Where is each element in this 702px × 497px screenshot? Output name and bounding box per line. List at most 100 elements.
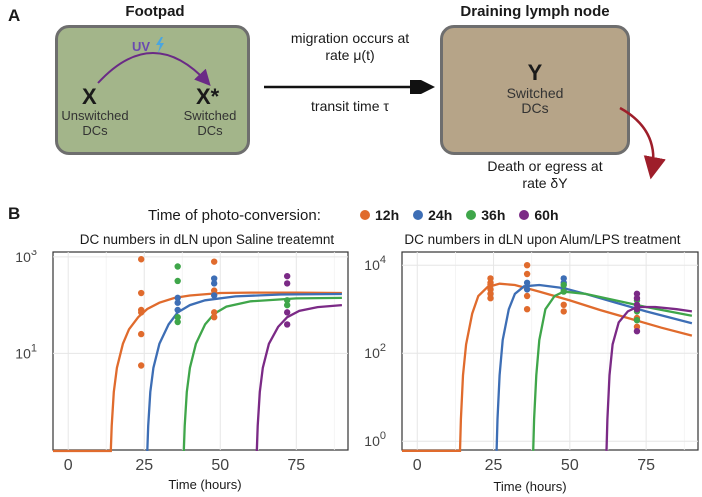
data-point-12h [487, 295, 494, 302]
data-point-12h [137, 289, 145, 297]
migration-rate-text: migration occurs at rate μ(t) [290, 30, 410, 63]
series-line-36h [182, 296, 342, 452]
data-point-24h [174, 299, 181, 306]
series-line-60h [255, 303, 342, 452]
data-point-12h [210, 313, 218, 321]
x-tick-label-0: 0 [64, 457, 73, 474]
alum-plot-title: DC numbers in dLN upon Alum/LPS treatmen… [404, 232, 681, 247]
data-point-24h [210, 280, 218, 287]
data-point-12h [487, 281, 494, 289]
y-tick-label-10^0: 100 [364, 430, 386, 449]
legend-label-36h: 36h [481, 207, 506, 223]
data-point-60h [633, 295, 641, 302]
series-line-24h [495, 283, 693, 451]
data-point-12h [210, 258, 218, 265]
legend-item-60h: 60h [519, 207, 559, 223]
saline-plot-title: DC numbers in dLN upon Saline treatemnt [79, 232, 335, 247]
data-point-24h [523, 279, 531, 286]
switched-dcs-label-footpad: Switched DCs [183, 108, 237, 138]
panel-b-label: B [8, 204, 21, 223]
x-symbol: X [82, 84, 97, 109]
y-tick-label-10^2: 102 [364, 342, 386, 361]
death-egress-text: Death or egress at rate δY [487, 158, 603, 191]
data-point-36h [560, 288, 567, 295]
alum-x-axis-label: Time (hours) [493, 479, 567, 494]
x-tick-label-50: 50 [211, 457, 229, 474]
data-point-12h [210, 309, 218, 316]
x-tick-label-50: 50 [561, 457, 579, 474]
data-point-60h [633, 290, 641, 297]
legend-item-36h: 36h [466, 207, 505, 223]
uv-arc-arrow [97, 52, 211, 86]
data-point-24h [560, 275, 567, 282]
data-point-60h [633, 301, 641, 308]
y-tick-label-10^3: 103 [15, 250, 37, 265]
data-point-36h [174, 318, 181, 326]
lymph-node-box: Y Switched DCs [440, 25, 630, 155]
x-tick-label-25: 25 [485, 457, 503, 474]
data-point-12h [137, 256, 145, 263]
data-point-36h [174, 277, 181, 285]
data-point-60h [633, 306, 641, 313]
data-point-12h [523, 292, 531, 300]
legend-label-60h: 60h [534, 207, 559, 223]
lightning-icon [156, 37, 164, 53]
death-egress-arrow [619, 106, 666, 180]
data-point-60h [283, 309, 291, 316]
alum-plot: 0 25 50 75 100 102 104 [364, 251, 699, 474]
switched-dcs-label-lymph: Switched DCs [506, 85, 564, 116]
data-point-12h [137, 309, 145, 316]
saline-plot: 0 25 50 75 101 103 [15, 250, 349, 474]
data-point-24h [523, 286, 531, 293]
migration-arrow [264, 80, 435, 94]
data-point-60h [283, 321, 291, 328]
legend-item-12h: 12h [360, 207, 399, 223]
series-line-24h [146, 292, 342, 452]
data-point-12h [137, 362, 145, 369]
legend-label-12h: 12h [375, 207, 400, 223]
legend: 12h 24h 36h 60h [360, 207, 559, 223]
data-point-12h [210, 287, 218, 294]
legend-dot-24h [413, 210, 424, 220]
data-point-12h [487, 275, 494, 282]
legend-item-24h: 24h [413, 207, 452, 223]
legend-label-24h: 24h [428, 207, 453, 223]
lymph-node-title: Draining lymph node [460, 3, 610, 20]
y-tick-label-10^1: 101 [15, 342, 37, 361]
plot-frame [52, 251, 349, 451]
data-point-36h [283, 297, 291, 304]
data-point-12h [633, 323, 641, 330]
footpad-box: UV X Unswitched DCs X* Switched DCs [55, 25, 250, 155]
footpad-title: Footpad [125, 3, 185, 20]
legend-dot-36h [466, 210, 477, 220]
data-point-12h [487, 290, 494, 297]
data-point-60h [633, 328, 641, 335]
x-tick-label-25: 25 [135, 457, 153, 474]
data-point-24h [174, 294, 181, 302]
unswitched-dcs-label: Unswitched DCs [61, 108, 129, 138]
data-point-12h [560, 301, 567, 308]
data-point-12h [523, 262, 531, 269]
y-symbol: Y [527, 60, 543, 85]
data-point-36h [174, 263, 181, 270]
legend-title: Time of photo-conversion: [148, 207, 321, 224]
legend-dot-12h [360, 210, 370, 220]
data-point-12h [487, 286, 494, 293]
data-point-12h [523, 270, 531, 278]
data-point-24h [174, 306, 181, 314]
transit-time-text: transit time τ [311, 98, 389, 114]
data-point-60h [283, 280, 291, 287]
x-tick-label-75: 75 [637, 457, 655, 474]
data-point-36h [560, 281, 567, 289]
y-tick-label-10^4: 104 [364, 254, 386, 273]
series-line-60h [605, 305, 693, 451]
legend-dot-60h [519, 210, 530, 220]
data-point-12h [137, 330, 145, 338]
series-line-36h [532, 290, 693, 451]
plot-frame [401, 251, 699, 451]
data-point-12h [560, 308, 567, 315]
data-point-36h [283, 301, 291, 309]
data-point-36h [633, 317, 641, 324]
x-tick-label-75: 75 [287, 457, 305, 474]
data-point-36h [174, 313, 181, 321]
